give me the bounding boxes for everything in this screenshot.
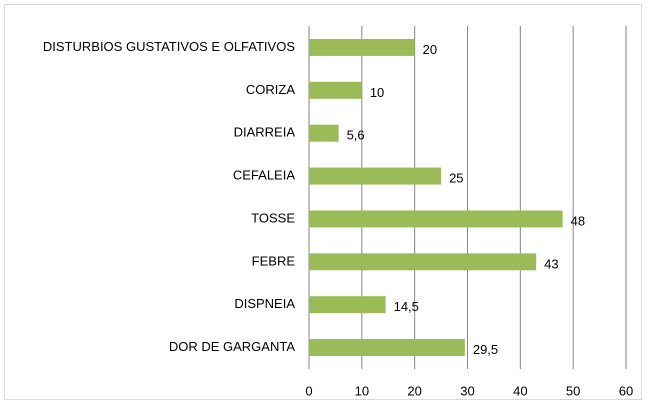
y-tick-label: CORIZA: [246, 82, 295, 97]
x-tick-label: 20: [407, 383, 421, 398]
x-tick-label: 10: [355, 383, 369, 398]
x-tick-label: 50: [566, 383, 580, 398]
data-label: 43: [544, 256, 558, 271]
y-tick-label: FEBRE: [252, 253, 296, 268]
y-tick-label: CEFALEIA: [233, 168, 295, 183]
y-tick-label: DISTURBIOS GUSTATIVOS E OLFATIVOS: [43, 39, 295, 54]
y-tick-label: TOSSE: [251, 210, 295, 225]
x-tick-label: 60: [619, 383, 633, 398]
x-tick-label: 40: [513, 383, 527, 398]
data-label: 5,6: [347, 128, 365, 143]
chart-frame: [4, 4, 642, 400]
data-label: 29,5: [473, 342, 498, 357]
bar: [309, 296, 386, 314]
data-label: 10: [370, 85, 384, 100]
y-tick-label: DISPNEIA: [234, 296, 295, 311]
bar: [309, 339, 465, 357]
data-label: 25: [449, 171, 463, 186]
data-label: 20: [423, 42, 437, 57]
data-label: 14,5: [394, 299, 419, 314]
bar: [309, 253, 537, 271]
y-tick-label: DIARREIA: [234, 125, 296, 140]
x-tick-label: 30: [460, 383, 474, 398]
bar: [309, 81, 362, 99]
x-tick-label: 0: [305, 383, 312, 398]
y-tick-label: DOR DE GARGANTA: [169, 339, 295, 354]
bar: [309, 124, 339, 142]
bar: [309, 38, 415, 56]
bar: [309, 167, 442, 185]
data-label: 48: [571, 213, 585, 228]
bar: [309, 210, 563, 228]
